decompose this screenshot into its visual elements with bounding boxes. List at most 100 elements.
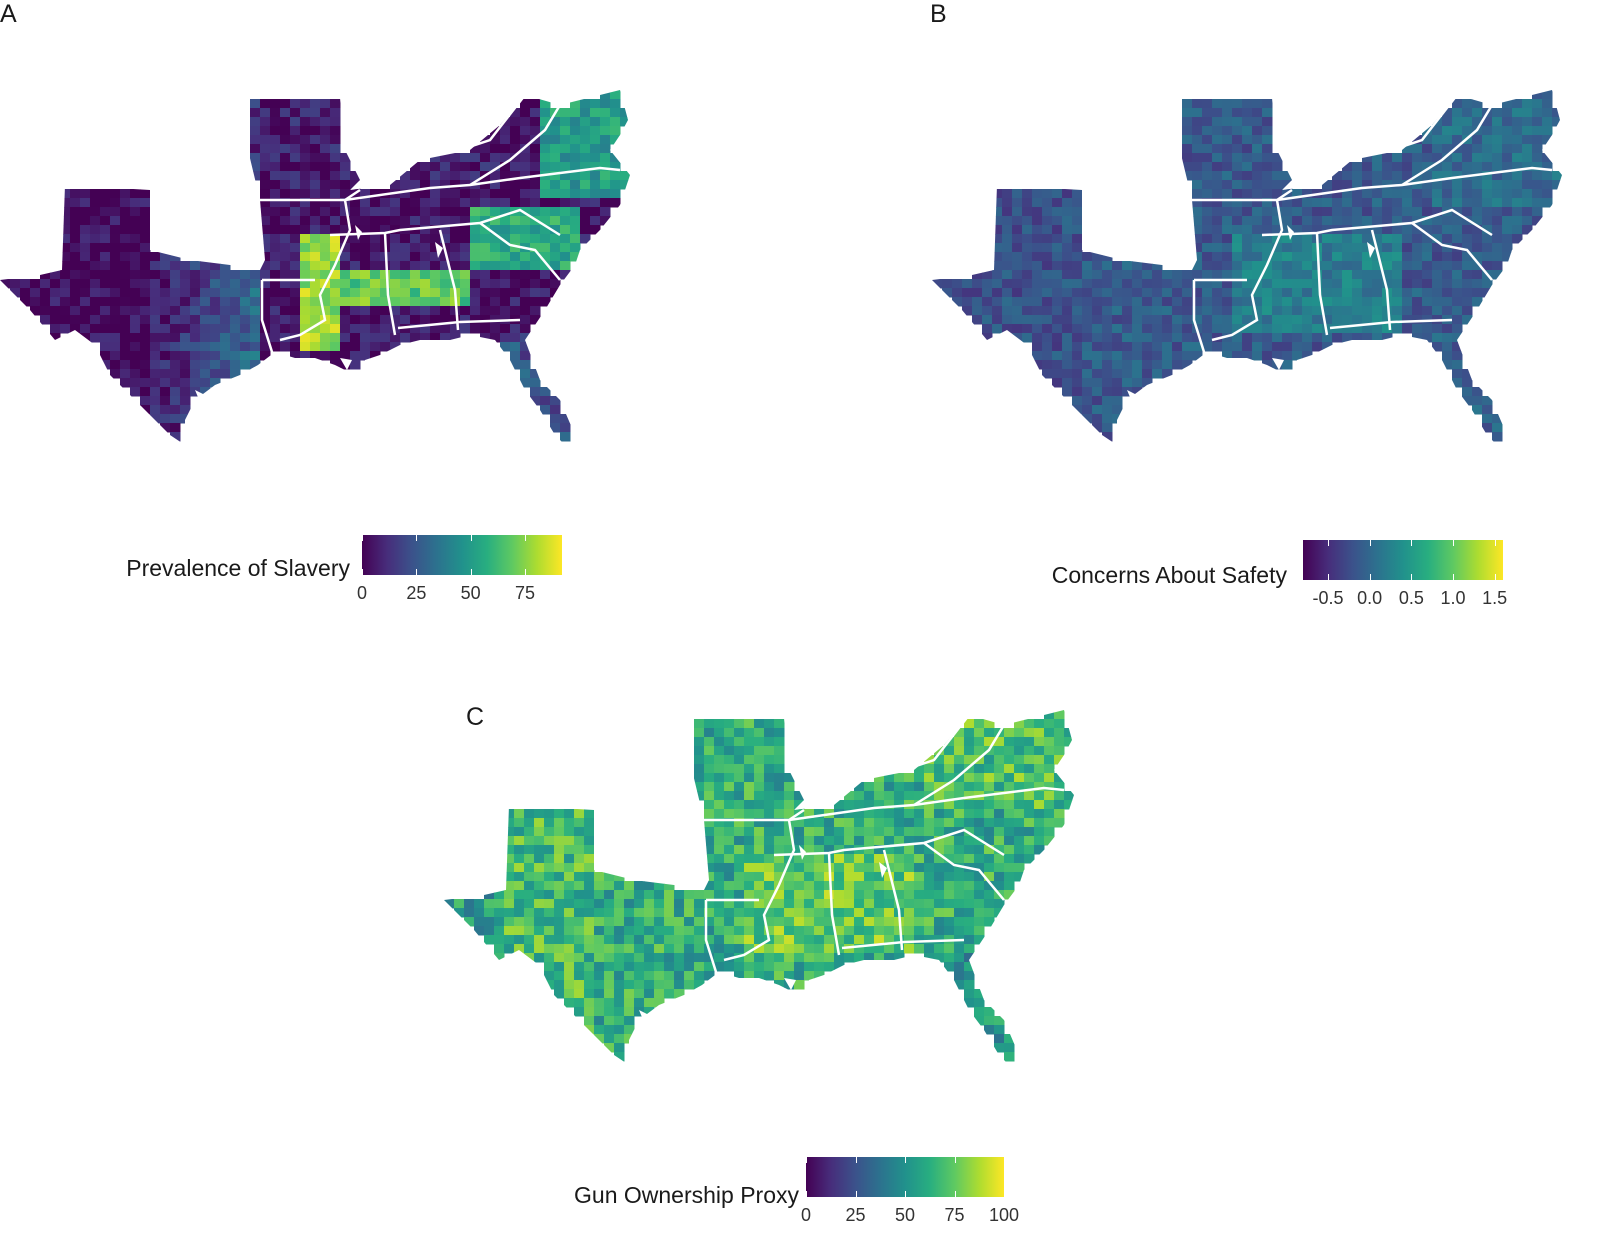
county-cell bbox=[574, 962, 585, 972]
county-cell bbox=[814, 926, 825, 936]
county-cell bbox=[1412, 180, 1423, 190]
county-cell bbox=[1072, 324, 1083, 334]
county-cell bbox=[704, 845, 715, 855]
county-cell bbox=[160, 396, 171, 406]
county-cell bbox=[984, 845, 995, 855]
county-cell bbox=[774, 962, 785, 972]
county-cell bbox=[580, 189, 591, 199]
county-cell bbox=[744, 872, 755, 882]
county-cell bbox=[390, 234, 401, 244]
county-cell bbox=[914, 908, 925, 918]
county-cell bbox=[982, 324, 993, 334]
county-cell bbox=[1282, 360, 1293, 370]
county-cell bbox=[1222, 171, 1233, 181]
county-cell bbox=[974, 917, 985, 927]
county-cell bbox=[964, 890, 975, 900]
county-cell bbox=[510, 234, 521, 244]
county-cell bbox=[310, 234, 321, 244]
county-cell bbox=[764, 755, 775, 765]
county-cell bbox=[544, 953, 555, 963]
county-cell bbox=[1092, 351, 1103, 361]
county-cell bbox=[340, 306, 351, 316]
county-cell bbox=[1062, 333, 1073, 343]
county-cell bbox=[704, 962, 715, 972]
county-cell bbox=[350, 234, 361, 244]
county-cell bbox=[330, 252, 341, 262]
county-cell bbox=[160, 333, 171, 343]
county-cell bbox=[1482, 405, 1493, 415]
county-cell bbox=[1012, 243, 1023, 253]
county-cell bbox=[1522, 171, 1533, 181]
county-cell bbox=[584, 881, 595, 891]
county-cell bbox=[1242, 198, 1253, 208]
legend-tick-mark bbox=[1369, 574, 1371, 580]
legend-tick-mark bbox=[1494, 540, 1496, 546]
county-cell bbox=[1002, 261, 1013, 271]
county-cell bbox=[60, 297, 71, 307]
county-cell bbox=[540, 225, 551, 235]
county-cell bbox=[704, 737, 715, 747]
county-cell bbox=[220, 279, 231, 289]
county-cell bbox=[1332, 198, 1343, 208]
county-cell bbox=[1402, 279, 1413, 289]
county-cell bbox=[1422, 126, 1433, 136]
county-cell bbox=[734, 791, 745, 801]
county-cell bbox=[524, 899, 535, 909]
county-cell bbox=[604, 953, 615, 963]
county-cell bbox=[440, 162, 451, 172]
county-cell bbox=[1054, 818, 1065, 828]
county-cell bbox=[904, 917, 915, 927]
county-cell bbox=[210, 369, 221, 379]
county-cell bbox=[574, 890, 585, 900]
county-cell bbox=[1222, 324, 1233, 334]
county-cell bbox=[784, 827, 795, 837]
county-cell bbox=[734, 818, 745, 828]
county-cell bbox=[1442, 144, 1453, 154]
county-cell bbox=[804, 935, 815, 945]
county-cell bbox=[380, 297, 391, 307]
county-cell bbox=[1362, 207, 1373, 217]
county-cell bbox=[894, 935, 905, 945]
county-cell bbox=[764, 800, 775, 810]
county-cell bbox=[210, 306, 221, 316]
county-cell bbox=[280, 189, 291, 199]
county-cell bbox=[330, 126, 341, 136]
county-cell bbox=[1362, 234, 1373, 244]
county-cell bbox=[1362, 162, 1373, 172]
county-cell bbox=[450, 180, 461, 190]
county-cell bbox=[734, 953, 745, 963]
county-cell bbox=[90, 261, 101, 271]
county-cell bbox=[1262, 243, 1273, 253]
county-cell bbox=[1482, 162, 1493, 172]
county-cell bbox=[824, 917, 835, 927]
county-cell bbox=[784, 944, 795, 954]
county-cell bbox=[1162, 270, 1173, 280]
county-cell bbox=[590, 189, 601, 199]
county-cell bbox=[1302, 279, 1313, 289]
county-cell bbox=[644, 980, 655, 990]
county-cell bbox=[1502, 225, 1513, 235]
county-cell bbox=[330, 279, 341, 289]
county-cell bbox=[944, 917, 955, 927]
county-cell bbox=[534, 881, 545, 891]
county-cell bbox=[160, 360, 171, 370]
county-cell bbox=[490, 297, 501, 307]
county-cell bbox=[130, 369, 141, 379]
county-cell bbox=[694, 719, 705, 729]
county-cell bbox=[1012, 297, 1023, 307]
county-cell bbox=[110, 288, 121, 298]
county-cell bbox=[964, 845, 975, 855]
county-cell bbox=[1332, 180, 1343, 190]
county-cell bbox=[704, 872, 715, 882]
county-cell bbox=[774, 917, 785, 927]
county-cell bbox=[1362, 270, 1373, 280]
county-cell bbox=[210, 270, 221, 280]
county-cell bbox=[824, 890, 835, 900]
county-cell bbox=[834, 872, 845, 882]
county-cell bbox=[270, 288, 281, 298]
county-cell bbox=[420, 216, 431, 226]
county-cell bbox=[70, 297, 81, 307]
county-cell bbox=[524, 845, 535, 855]
county-cell bbox=[1312, 342, 1323, 352]
county-cell bbox=[1342, 171, 1353, 181]
